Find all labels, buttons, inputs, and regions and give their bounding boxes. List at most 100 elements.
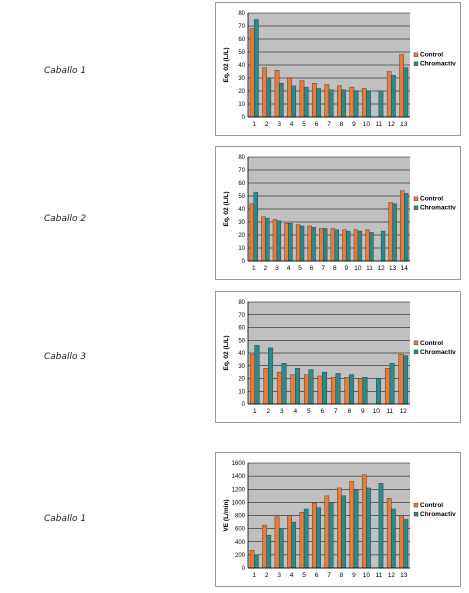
- bar-control-12: [398, 354, 404, 405]
- bar-control-8: [330, 228, 335, 262]
- bar-chromactiv-11: [369, 232, 374, 262]
- legend-label-chromactiv: Chromactiv: [420, 205, 456, 212]
- bar-control-1: [249, 28, 255, 118]
- y-tick-label: 30: [238, 220, 245, 226]
- bar-control-2: [263, 368, 269, 405]
- y-tick-label: 80: [238, 155, 245, 161]
- legend-label-control: Control: [420, 502, 443, 509]
- bar-control-5: [295, 224, 301, 262]
- bar-control-1: [249, 203, 254, 262]
- bar-control-5: [299, 512, 305, 569]
- chart-panel-3: 0 10 20 30 40 50 60 70 80 1 2 3 4 5 6 7 8 9 10 11 12 Eq. 02 (…: [215, 291, 461, 423]
- bar-chromactiv-2: [266, 77, 272, 118]
- x-tick-label: 3: [275, 265, 279, 272]
- x-tick-label: 1: [253, 408, 257, 415]
- bar-control-2: [261, 216, 266, 262]
- bar-chromactiv-14: [404, 193, 409, 262]
- x-tick-label: 9: [352, 121, 356, 128]
- y-tick-label: 0: [242, 566, 246, 572]
- y-tick-label: 20: [238, 233, 245, 239]
- x-tick-label: 3: [277, 572, 281, 579]
- bar-control-3: [274, 69, 280, 118]
- legend-swatch-control: [413, 196, 419, 201]
- y-axis-label: Eq. 02 (L/L): [223, 47, 230, 82]
- y-tick-label: 40: [238, 63, 245, 69]
- bar-chromactiv-10: [366, 487, 371, 569]
- x-tick-label: 4: [287, 265, 291, 272]
- legend-swatch-chromactiv: [413, 61, 419, 66]
- bar-chromactiv-10: [366, 90, 371, 118]
- y-tick-label: 30: [238, 76, 245, 82]
- legend-swatch-control: [413, 502, 419, 508]
- x-tick-label: 7: [327, 572, 331, 579]
- bar-control-4: [287, 515, 292, 569]
- bar-chromactiv-1: [254, 19, 259, 118]
- x-tick-label: 6: [320, 408, 324, 415]
- x-tick-label: 8: [347, 408, 351, 415]
- bar-chromactiv-12: [391, 508, 396, 569]
- bar-chromactiv-11: [378, 483, 384, 569]
- x-tick-label: 5: [302, 572, 306, 579]
- bar-chromactiv-7: [323, 228, 328, 262]
- bar-control-8: [337, 85, 342, 118]
- bar-chromactiv-9: [362, 377, 368, 405]
- bar-chromactiv-8: [341, 89, 346, 118]
- bar-control-5: [303, 374, 309, 405]
- y-tick-label: 1600: [232, 461, 246, 467]
- bar-chromactiv-5: [299, 225, 305, 262]
- x-tick-label: 2: [264, 265, 268, 272]
- y-axis-label: Eq. 02 (L/L): [223, 335, 230, 370]
- bar-chromactiv-11: [389, 362, 395, 405]
- y-tick-label: 50: [238, 50, 245, 56]
- x-tick-label: 6: [315, 572, 319, 579]
- bar-chromactiv-12: [403, 355, 409, 405]
- bar-chromactiv-6: [311, 226, 316, 262]
- bar-chromactiv-2: [266, 534, 272, 569]
- y-tick-label: 50: [238, 338, 245, 344]
- bar-chromactiv-8: [341, 495, 346, 569]
- y-tick-label: 600: [235, 527, 246, 533]
- bar-control-6: [317, 375, 323, 405]
- y-tick-label: 200: [235, 553, 246, 559]
- y-tick-label: 800: [235, 514, 246, 520]
- legend-label-chromactiv: Chromactiv: [420, 61, 456, 68]
- bar-chromactiv-7: [335, 373, 341, 405]
- bar-chromactiv-8: [334, 229, 339, 262]
- bar-control-13: [399, 515, 404, 569]
- y-tick-label: 0: [242, 115, 246, 121]
- bar-control-9: [342, 229, 347, 262]
- bar-chromactiv-5: [303, 86, 309, 118]
- y-tick-label: 60: [238, 37, 245, 43]
- y-tick-label: 400: [235, 540, 246, 546]
- y-tick-label: 1000: [232, 500, 246, 506]
- bar-control-10: [361, 474, 367, 569]
- chart-panel-4: 0 200 400 600 800 1000 1200 1400 1600 1 2 3 4 5 6 7 8 9 10…: [215, 452, 461, 587]
- x-tick-label: 10: [373, 408, 381, 415]
- y-tick-label: 1200: [232, 487, 246, 493]
- bar-control-7: [324, 84, 330, 118]
- x-tick-label: 10: [363, 121, 371, 128]
- bar-chromactiv-4: [295, 368, 301, 405]
- y-tick-label: 70: [238, 24, 245, 30]
- chart-panel-1: 0 10 20 30 40 50 60 70 80 1 2 3 4 5 6 7 8 9 10 11 12 13 Eq. 02…: [215, 2, 461, 136]
- bar-chromactiv-12: [380, 230, 386, 262]
- row-label-4: Caballo 1: [44, 514, 87, 524]
- x-tick-label: 2: [266, 408, 270, 415]
- bar-control-4: [284, 223, 289, 262]
- bar-chromactiv-12: [391, 75, 396, 118]
- bar-control-13: [388, 202, 393, 262]
- bar-control-3: [276, 371, 282, 405]
- x-tick-label: 4: [293, 408, 297, 415]
- bar-control-7: [330, 377, 336, 405]
- bar-chromactiv-2: [265, 217, 270, 262]
- y-tick-label: 10: [238, 389, 245, 395]
- y-axis-label: VE (L/min): [223, 499, 230, 531]
- bar-chromactiv-13: [392, 203, 397, 262]
- x-tick-label: 9: [345, 265, 349, 272]
- x-tick-label: 7: [334, 408, 338, 415]
- bar-control-1: [249, 354, 255, 405]
- bar-chromactiv-2: [268, 347, 274, 405]
